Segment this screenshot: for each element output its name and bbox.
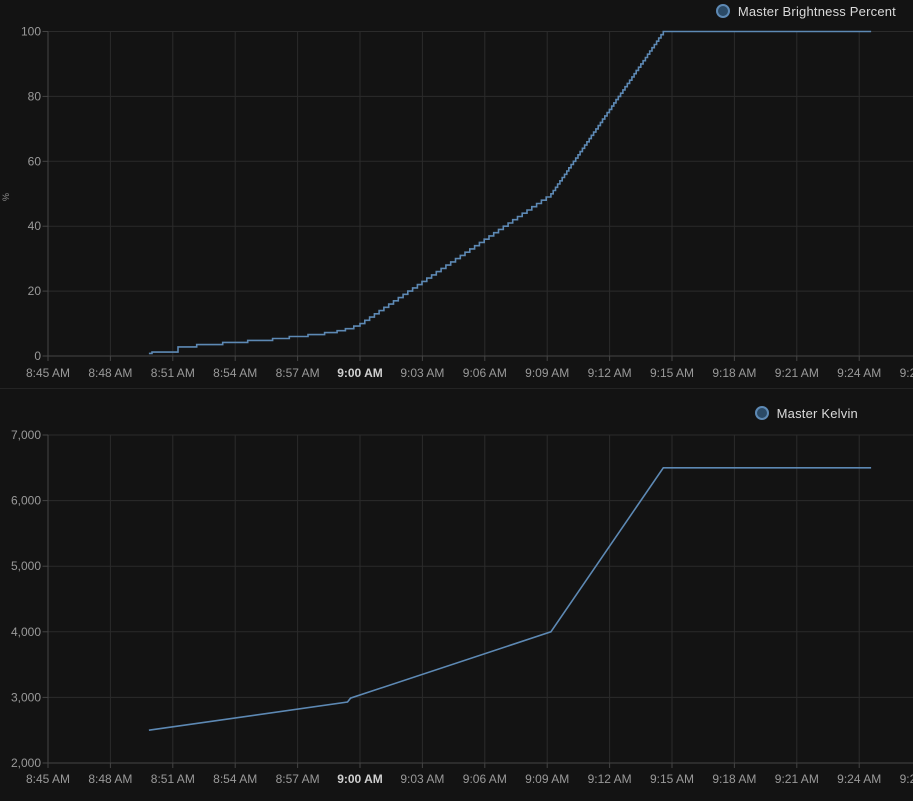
x-tick-label: 9:06 AM — [463, 772, 507, 786]
y-tick-label: 40 — [28, 219, 42, 233]
x-tick-label: 8:45 AM — [26, 366, 70, 380]
x-tick-label: 9:12 AM — [588, 772, 632, 786]
y-tick-label: 60 — [28, 154, 42, 168]
x-tick-label: 8:48 AM — [88, 772, 132, 786]
x-tick-label: 9:27 AM — [900, 772, 913, 786]
y-axis-unit-label: % — [1, 193, 11, 201]
series-line — [148, 30, 872, 355]
brightness-chart-card: 8:45 AM 8:48 AM 8:51 AM 8:54 AM 8:57 AM 9:00 … — [0, 0, 913, 388]
kelvin-chart[interactable]: 8:45 AM 8:48 AM 8:51 AM 8:54 AM 8:57 AM 9:00 … — [0, 390, 913, 801]
y-tick-label: 2,000 — [11, 756, 41, 770]
x-tick-label: 9:27 AM — [900, 366, 913, 380]
x-tick-label: 9:21 AM — [775, 366, 819, 380]
x-tick-label: 8:57 AM — [276, 772, 320, 786]
x-tick-label: 8:51 AM — [151, 772, 195, 786]
x-tick-label: 9:18 AM — [712, 772, 756, 786]
x-tick-label: 9:15 AM — [650, 366, 694, 380]
x-tick-label: 8:48 AM — [88, 366, 132, 380]
series-marker-icon — [715, 4, 730, 18]
series-marker-icon — [754, 406, 769, 420]
legend-label: Master Kelvin — [776, 405, 858, 421]
y-tick-label: 6,000 — [11, 494, 41, 508]
x-tick-label: 8:54 AM — [213, 366, 257, 380]
x-tick-label: 8:54 AM — [213, 772, 257, 786]
y-tick-label: 3,000 — [11, 690, 41, 704]
kelvin-chart-card: 8:45 AM 8:48 AM 8:51 AM 8:54 AM 8:57 AM 9:00 … — [0, 388, 913, 801]
brightness-chart[interactable]: 8:45 AM 8:48 AM 8:51 AM 8:54 AM 8:57 AM 9:00 … — [0, 0, 913, 388]
x-tick-label: 9:03 AM — [400, 772, 444, 786]
x-tick-label: 9:24 AM — [837, 366, 881, 380]
x-tick-label: 9:09 AM — [525, 366, 569, 380]
x-tick-label: 9:12 AM — [588, 366, 632, 380]
y-tick-label: 7,000 — [11, 428, 41, 442]
x-tick-label: 9:24 AM — [837, 772, 881, 786]
y-tick-label: 0 — [34, 349, 41, 363]
x-tick-label: 9:06 AM — [463, 366, 507, 380]
y-tick-label: 100 — [21, 25, 41, 39]
y-tick-label: 4,000 — [11, 625, 41, 639]
x-tick-label: 9:00 AM — [337, 772, 383, 786]
legend-label: Master Brightness Percent — [737, 3, 896, 19]
legend-item-master-brightness[interactable]: Master Brightness Percent — [715, 0, 896, 22]
x-tick-label: 8:51 AM — [151, 366, 195, 380]
x-tick-label: 9:00 AM — [337, 366, 383, 380]
x-tick-label: 9:03 AM — [400, 366, 444, 380]
x-tick-label: 9:18 AM — [712, 366, 756, 380]
y-tick-label: 5,000 — [11, 559, 41, 573]
y-tick-label: 20 — [28, 284, 42, 298]
x-tick-label: 9:09 AM — [525, 772, 569, 786]
x-tick-label: 8:57 AM — [276, 366, 320, 380]
x-tick-label: 8:45 AM — [26, 772, 70, 786]
y-tick-label: 80 — [28, 89, 42, 103]
x-tick-label: 9:15 AM — [650, 772, 694, 786]
series-line — [148, 467, 872, 731]
x-tick-label: 9:21 AM — [775, 772, 819, 786]
legend-item-master-kelvin[interactable]: Master Kelvin — [754, 402, 858, 424]
